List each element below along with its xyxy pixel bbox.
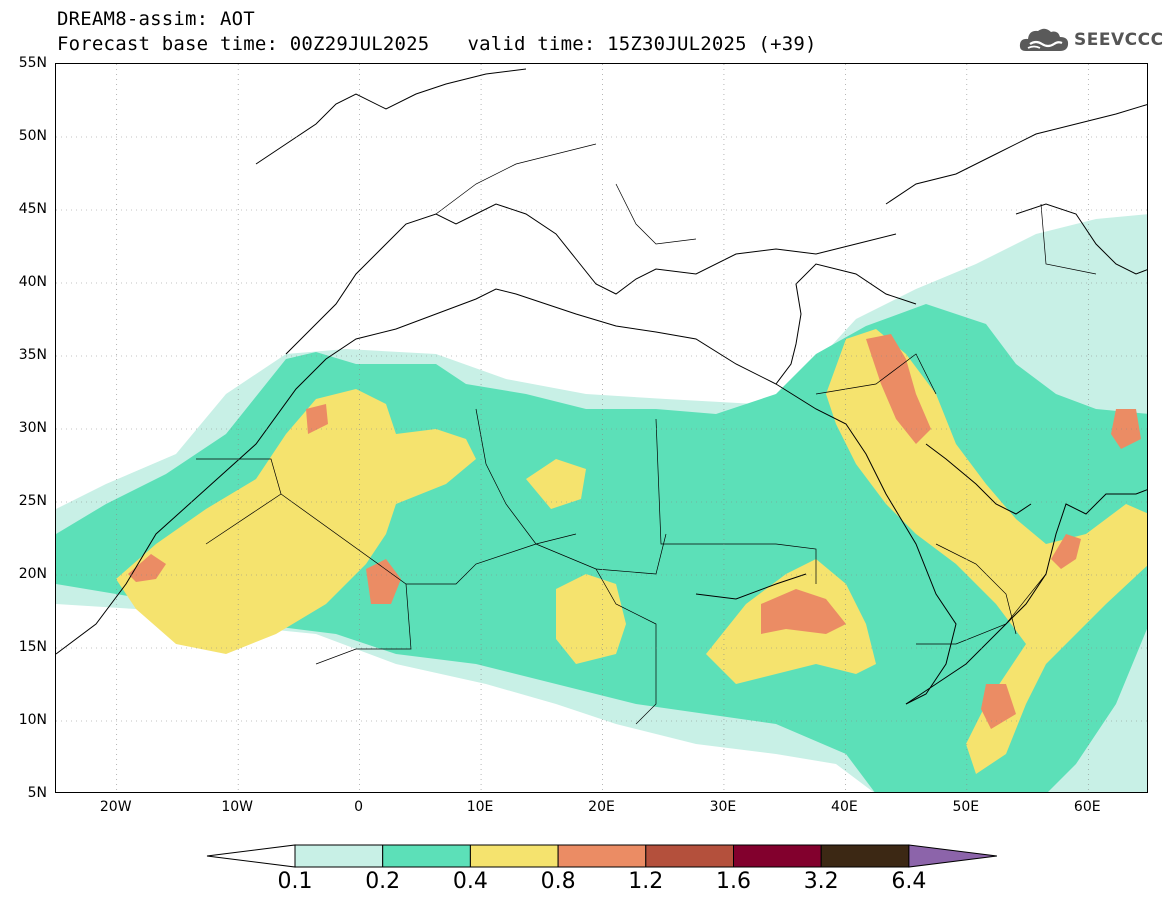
colorbar-label-0.8: 0.8 [540, 869, 576, 894]
colorbar-label-1.6: 1.6 [716, 869, 751, 894]
colorbar-bin-1.6 [733, 844, 822, 868]
colorbar-bin-3.2 [820, 844, 910, 868]
aot-band-0.4-libya [526, 459, 586, 509]
chart-title: DREAM8-assim: AOT [57, 8, 255, 30]
country-borders [196, 143, 1097, 725]
lat-label-10N: 10N [18, 712, 47, 728]
logo-text: SEEVCCC [1074, 30, 1164, 50]
colorbar-label-6.4: 6.4 [891, 869, 927, 894]
lon-label-10E: 10E [466, 799, 494, 815]
aot-band-0.8-morocco [306, 404, 328, 434]
lon-label-30E: 30E [709, 799, 737, 815]
colorbar-bin-low [206, 844, 296, 868]
colorbar-label-1.2: 1.2 [628, 869, 664, 894]
aot-band-0.4-arabia [826, 329, 1147, 774]
lat-label-25N: 25N [18, 493, 47, 509]
forecast-base-time: Forecast base time: 00Z29JUL2025 [57, 33, 430, 55]
seevccc-logo: SEEVCCC [1018, 24, 1164, 56]
lat-label-30N: 30N [18, 420, 47, 436]
aot-band-0.8-oman [1051, 534, 1081, 569]
map-area [55, 63, 1148, 793]
aot-map [56, 64, 1147, 792]
lon-label-0: 0 [354, 799, 364, 815]
valid-time: valid time: 15Z30JUL2025 (+39) [467, 33, 817, 55]
time-info: Forecast base time: 00Z29JUL2025 valid ti… [57, 33, 817, 55]
aot-band-0.8-iraq [866, 334, 931, 444]
lon-label-20E: 20E [588, 799, 615, 815]
lon-label-40E: 40E [831, 799, 858, 815]
colorbar-bin-high [908, 844, 997, 868]
colorbar-bin-1.2 [645, 844, 734, 868]
lat-label-45N: 45N [18, 201, 47, 217]
lat-label-55N: 55N [18, 55, 47, 71]
colorbar-label-0.2: 0.2 [365, 869, 401, 894]
colorbar-bin-0.4 [469, 844, 559, 868]
lon-label-60E: 60E [1073, 799, 1101, 815]
lat-label-20N: 20N [18, 566, 47, 582]
aot-shading [56, 214, 1147, 792]
colorbar-bin-0.1 [294, 844, 384, 868]
colorbar [206, 844, 997, 868]
gridlines [56, 64, 1147, 792]
colorbar-label-0.4: 0.4 [452, 869, 488, 894]
lon-label-10W: 10W [221, 799, 253, 815]
lat-label-35N: 35N [18, 347, 47, 363]
aot-band-0.8-mali [366, 559, 401, 604]
colorbar-label-3.2: 3.2 [803, 869, 839, 894]
colorbar-bin-0.2 [382, 844, 471, 868]
aot-band-0.8-yemen [981, 684, 1016, 729]
aot-band-0.4-chad [556, 574, 626, 664]
lat-label-40N: 40N [18, 274, 47, 290]
cloud-logo-icon [1019, 28, 1069, 51]
colorbar-bin-0.8 [557, 844, 647, 868]
coastlines [56, 68, 1147, 705]
lon-label-20W: 20W [99, 799, 132, 815]
lat-label-5N: 5N [27, 785, 47, 801]
colorbar-label-0.1: 0.1 [277, 869, 313, 894]
lon-label-50E: 50E [952, 799, 980, 815]
lat-label-15N: 15N [18, 639, 47, 655]
lat-label-50N: 50N [18, 128, 47, 144]
aot-band-0.8-sudan [761, 589, 846, 634]
aot-band-0.4-sahara [116, 389, 476, 654]
